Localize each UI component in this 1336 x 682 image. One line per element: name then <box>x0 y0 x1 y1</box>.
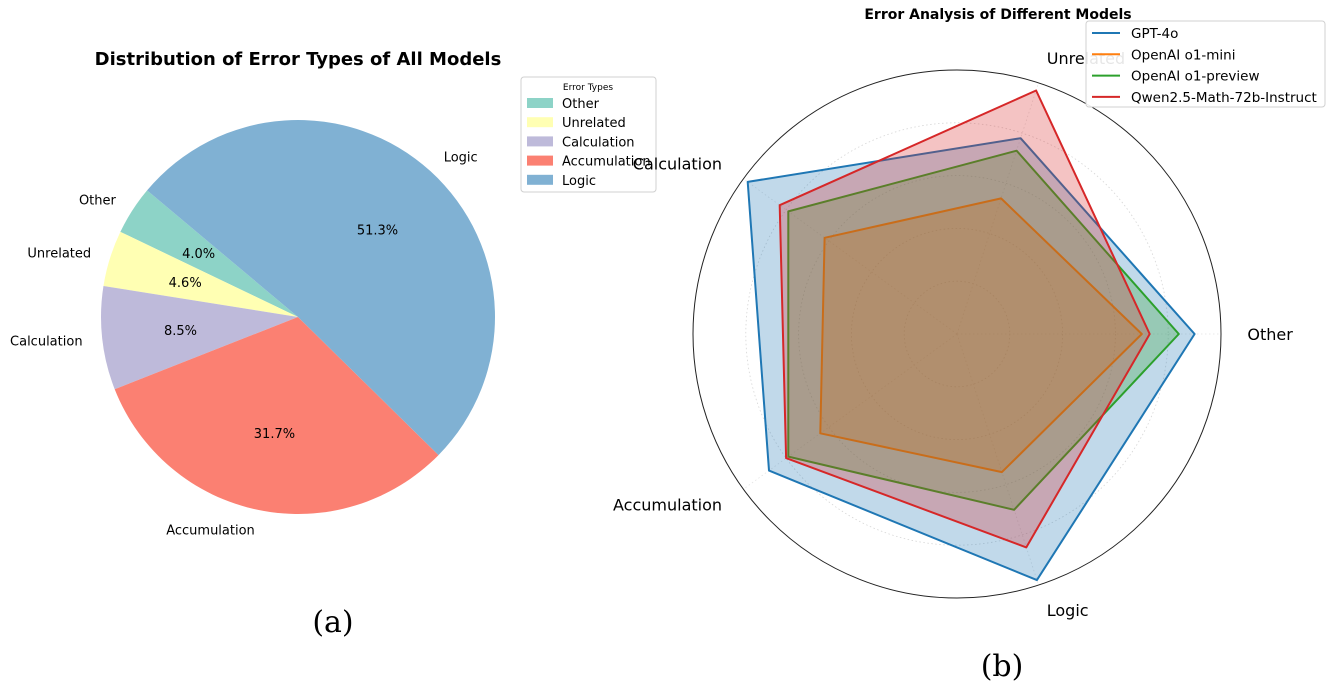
pie-legend-label-unrelated: Unrelated <box>562 116 626 131</box>
radar-legend-label-gpt-4o: GPT-4o <box>1131 26 1178 42</box>
pie-pct-label-logic: 51.3% <box>357 224 398 239</box>
radar-spoke-logic <box>956 333 1039 586</box>
pie-slice-unrelated <box>103 231 298 317</box>
radar-outer-circle <box>692 69 1222 599</box>
radar-series-qwen2-5-math-72b-instruct <box>778 89 1151 549</box>
radar-gridline-2 <box>851 227 1064 440</box>
radar-grid <box>692 69 1222 599</box>
radar-gridline-4 <box>745 122 1169 546</box>
pie-slices <box>101 120 495 514</box>
pie-slice-other <box>120 190 298 317</box>
radar-spoke-accumulation <box>743 333 958 490</box>
radar-series-openai-o1-mini <box>819 197 1143 474</box>
pie-pct-label-other: 4.0% <box>182 247 215 262</box>
pie-legend: Error Types Other Unrelated Calculation Acc… <box>520 76 657 193</box>
radar-legend-label-openai-o1-preview: OpenAI o1-preview <box>1131 69 1260 85</box>
pie-slice-calculation <box>101 285 298 390</box>
pie-legend-swatch-calculation <box>527 136 553 147</box>
pie-chart: Distribution of Error Types of All Model… <box>10 49 657 640</box>
radar-axis-label-accumulation: Accumulation <box>613 496 722 515</box>
pie-category-label-logic: Logic <box>444 151 478 166</box>
pie-title: Distribution of Error Types of All Model… <box>95 49 502 70</box>
radar-gridline-3 <box>798 175 1116 493</box>
pie-legend-label-logic: Logic <box>562 174 596 189</box>
radar-legend: GPT-4o OpenAI o1-mini OpenAI o1-preview Qwe… <box>1085 20 1326 108</box>
pie-caption: (a) <box>312 605 353 640</box>
pie-slice-logic <box>147 120 495 456</box>
pie-category-label-accumulation: Accumulation <box>166 523 255 538</box>
pie-pct-label-accumulation: 31.7% <box>254 427 295 442</box>
pie-legend-swatch-unrelated <box>527 117 553 128</box>
pie-category-label-calculation: Calculation <box>10 334 83 349</box>
pie-category-label-unrelated: Unrelated <box>27 246 91 261</box>
radar-title: Error Analysis of Different Models <box>864 7 1131 23</box>
pie-legend-title: Error Types <box>563 83 613 93</box>
pie-legend-swatch-other <box>527 98 553 108</box>
radar-chart: Error Analysis of Different Models Other… <box>613 7 1326 682</box>
pie-pct-label-calculation: 8.5% <box>164 324 197 339</box>
radar-axis-label-other: Other <box>1247 325 1293 344</box>
radar-axis-label-calculation: Calculation <box>633 154 722 173</box>
radar-spoke-unrelated <box>956 82 1039 335</box>
pie-legend-swatch-logic <box>527 174 553 185</box>
radar-caption: (b) <box>981 649 1024 682</box>
radar-series-openai-o1-preview <box>787 149 1180 511</box>
pie-legend-swatch-accumulation <box>527 155 553 166</box>
pie-labels: 4.0% Other 4.6% Unrelated 8.5% Calculation 31.… <box>10 151 478 539</box>
radar-legend-frame <box>1085 20 1326 108</box>
radar-legend-label-qwen2-5-math-72b-instruct: Qwen2.5-Math-72b-Instruct <box>1131 90 1317 106</box>
pie-legend-frame <box>520 76 657 193</box>
radar-legend-label-openai-o1-mini: OpenAI o1-mini <box>1131 47 1236 63</box>
pie-pct-label-unrelated: 4.6% <box>169 276 202 291</box>
pie-legend-label-other: Other <box>562 97 600 112</box>
pie-legend-label-calculation: Calculation <box>562 135 635 150</box>
radar-series-gpt-4o <box>746 137 1196 582</box>
radar-axis-label-logic: Logic <box>1047 601 1089 620</box>
pie-category-label-other: Other <box>79 194 117 209</box>
pie-slice-accumulation <box>114 317 439 514</box>
pie-legend-label-accumulation: Accumulation <box>562 155 651 170</box>
radar-series <box>746 89 1196 582</box>
